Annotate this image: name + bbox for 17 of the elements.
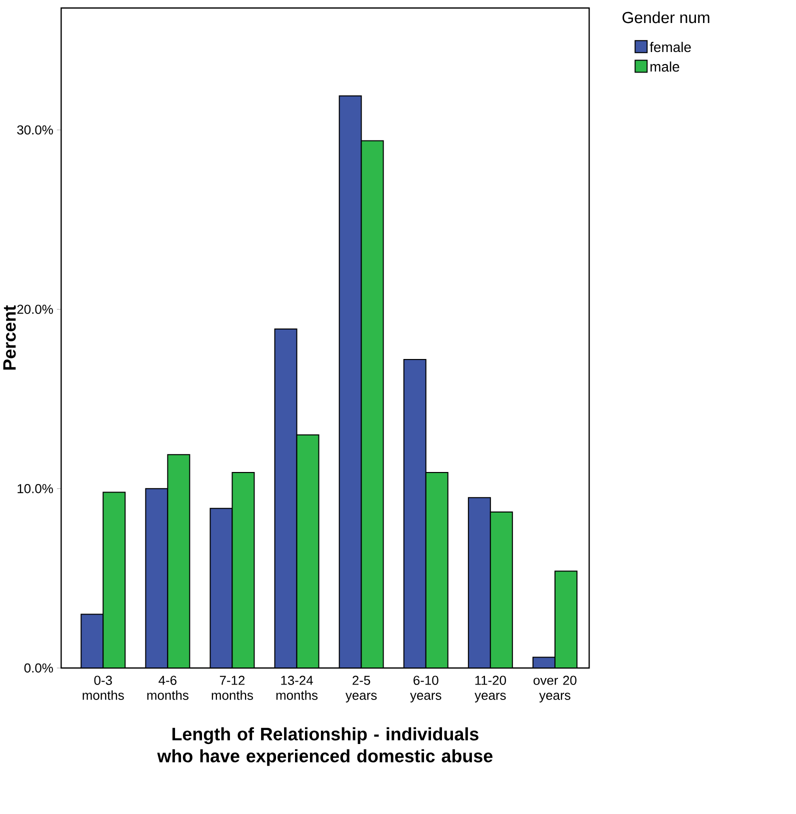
y-tick-label: 0.0% [24, 663, 53, 673]
x-tick-label: 11-20 years [474, 676, 506, 702]
legend-label: female [650, 42, 691, 52]
legend-title: Gender num [622, 12, 710, 24]
x-axis-title: Length of Relationship - individuals who have experienced domestic abuse [157, 727, 492, 766]
x-tick-label: 4-6 months [147, 676, 188, 700]
x-tick-label: 6-10 years [410, 676, 442, 702]
x-tick-label: 7-12 months [212, 676, 253, 700]
x-tick-label: over 20 years [533, 676, 576, 702]
y-axis-title: Percent [3, 305, 16, 370]
x-tick-label: 2-5 years [345, 676, 377, 702]
x-tick-label: 0-3 months [82, 676, 124, 700]
y-tick-label: 10.0% [18, 484, 53, 494]
x-tick-label: 13-24 months [276, 676, 318, 700]
legend-label: male [650, 61, 680, 72]
y-tick-label: 30.0% [17, 125, 53, 135]
y-tick-label: 20.0% [17, 304, 53, 314]
